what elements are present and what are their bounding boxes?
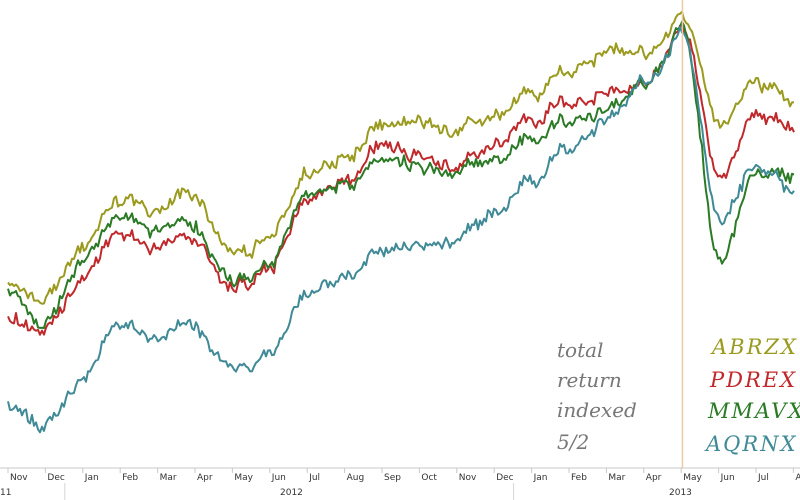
year-label: 11 — [0, 488, 11, 498]
annotation-line-4: 5/2 — [557, 430, 589, 454]
legend-label-mmavx: MMAVX — [707, 399, 800, 423]
annotation-line-3: indexed — [557, 398, 637, 422]
x-tick-label: Aug — [347, 473, 365, 483]
x-tick-label: Jan — [533, 473, 548, 483]
x-tick-label: Au — [795, 473, 800, 483]
series-line-mmavx — [7, 20, 795, 329]
x-tick-label: Dec — [47, 473, 64, 483]
x-tick-label: Sep — [384, 473, 401, 483]
x-tick-label: Apr — [197, 473, 213, 483]
x-tick-label: Feb — [571, 473, 587, 483]
x-tick-label: Feb — [122, 473, 138, 483]
series-line-pdrex — [7, 24, 795, 336]
legend-label-aqrnx: AQRNX — [704, 432, 798, 456]
x-tick-label: Jun — [720, 473, 735, 483]
x-axis: Nov Dec Jan Feb Mar Apr May Jun Jul Aug Sep Oct Nov D… — [0, 467, 800, 500]
x-tick-label: Nov — [459, 473, 477, 483]
x-tick-label: Jul — [308, 473, 320, 483]
annotation: total return indexed 5/2 — [557, 338, 637, 454]
x-tick-label: Dec — [496, 473, 513, 483]
x-tick-label: Mar — [160, 473, 177, 483]
legend-label-abrzx: ABRZX — [710, 335, 798, 359]
x-tick-label: May — [234, 473, 253, 483]
series-line-aqrnx — [7, 26, 795, 434]
series-line-abrzx — [7, 10, 795, 305]
x-tick-label: Nov — [10, 473, 28, 483]
legend: ABRZX PDREX MMAVX AQRNX — [704, 335, 800, 456]
x-tick-label: Jan — [84, 473, 99, 483]
x-tick-label: Mar — [608, 473, 625, 483]
annotation-line-1: total — [557, 338, 603, 362]
x-tick-label: Jun — [271, 473, 286, 483]
series-layer — [7, 10, 795, 434]
year-label: 2012 — [280, 488, 303, 498]
x-tick-label: Jul — [757, 473, 769, 483]
x-tick-label: Apr — [646, 473, 662, 483]
x-tick-label: Oct — [421, 473, 437, 483]
x-tick-label: May — [683, 473, 702, 483]
year-label: 2013 — [669, 488, 692, 498]
annotation-line-2: return — [557, 368, 622, 392]
legend-label-pdrex: PDREX — [709, 368, 797, 392]
